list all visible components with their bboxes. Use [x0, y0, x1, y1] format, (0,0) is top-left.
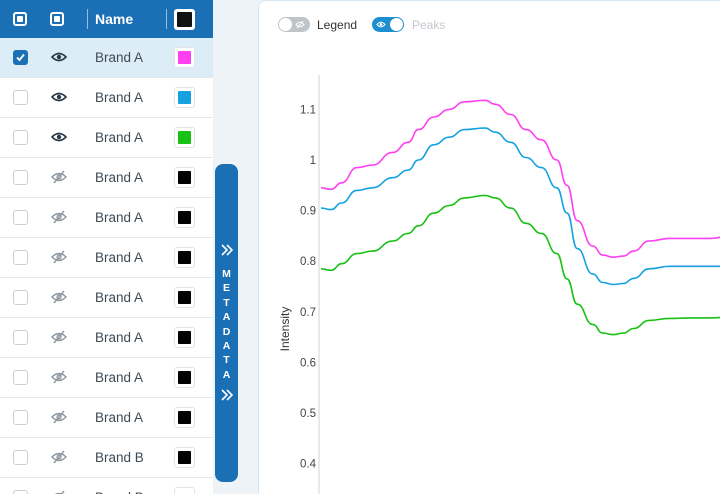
table-row[interactable]: Brand A [0, 358, 213, 398]
metadata-letter: T [223, 296, 230, 309]
y-tick-label: 0.6 [300, 357, 316, 369]
color-swatch[interactable] [174, 327, 195, 348]
table-row[interactable]: Brand A [0, 118, 213, 158]
row-name: Brand A [95, 250, 144, 265]
eye-icon [376, 21, 386, 28]
color-swatch[interactable] [174, 287, 195, 308]
table-row[interactable]: Brand A [0, 38, 213, 78]
row-checkbox[interactable] [13, 490, 28, 494]
row-checkbox[interactable] [13, 290, 28, 305]
y-tick-label: 1.1 [300, 104, 316, 116]
row-name: Brand A [95, 130, 144, 145]
color-swatch[interactable] [174, 207, 195, 228]
legend-toggle[interactable] [278, 17, 310, 32]
color-swatch[interactable] [174, 367, 195, 388]
row-name: Brand A [95, 90, 144, 105]
color-swatch[interactable] [174, 167, 195, 188]
column-divider [166, 9, 167, 29]
row-checkbox[interactable] [13, 50, 28, 65]
peaks-label: Peaks [412, 18, 446, 32]
series-line [320, 127, 720, 286]
series-line [320, 99, 720, 259]
y-tick-label: 0.9 [300, 206, 316, 218]
series-line [320, 194, 720, 336]
color-swatch[interactable] [174, 247, 195, 268]
row-name: Brand A [95, 50, 144, 65]
table-row[interactable]: Brand B [0, 438, 213, 478]
color-swatch[interactable] [174, 447, 195, 468]
table-header: Name [0, 0, 213, 38]
metadata-letter: D [222, 325, 231, 338]
row-checkbox[interactable] [13, 130, 28, 145]
name-column-header[interactable]: Name [95, 11, 134, 27]
row-checkbox[interactable] [13, 450, 28, 465]
table-row[interactable]: Brand A [0, 398, 213, 438]
column-divider [87, 9, 88, 29]
chart-panel: Legend Peaks 1.1 1 0.9 0.8 0.7 0.6 0.5 0.4 Inten… [258, 0, 720, 494]
color-swatch[interactable] [174, 127, 195, 148]
row-checkbox[interactable] [13, 170, 28, 185]
row-name: Brand B [95, 450, 144, 465]
double-chevron-right-icon [221, 389, 234, 401]
data-table: Name Brand A Brand A Brand A Brand A Brand A… [0, 0, 213, 494]
row-checkbox[interactable] [13, 370, 28, 385]
row-name: Brand A [95, 290, 144, 305]
y-tick-label: 1 [310, 155, 316, 167]
double-chevron-right-icon [221, 244, 234, 256]
row-name: Brand A [95, 370, 144, 385]
y-axis-label: Intensity [278, 307, 292, 352]
metadata-letter: M [222, 268, 231, 280]
table-row[interactable]: Brand A [0, 278, 213, 318]
table-row[interactable]: Brand A [0, 198, 213, 238]
row-checkbox[interactable] [13, 330, 28, 345]
metadata-letter: A [222, 311, 231, 324]
color-swatch[interactable] [174, 47, 195, 68]
row-checkbox[interactable] [13, 250, 28, 265]
table-row[interactable]: Brand B [0, 478, 213, 494]
intensity-chart: 1.1 1 0.9 0.8 0.7 0.6 0.5 0.4 Intensity [278, 75, 720, 494]
color-swatch[interactable] [174, 407, 195, 428]
metadata-letter: A [222, 368, 231, 381]
y-tick-label: 0.5 [300, 408, 316, 420]
metadata-letter: A [222, 340, 231, 353]
toggle-knob [390, 18, 403, 31]
table-row[interactable]: Brand A [0, 238, 213, 278]
table-row[interactable]: Brand A [0, 78, 213, 118]
select-all-checkbox[interactable] [13, 12, 27, 26]
toggle-knob [279, 18, 292, 31]
row-name: Brand B [95, 490, 144, 494]
metadata-letter: T [223, 354, 230, 367]
peaks-toggle[interactable] [372, 17, 404, 32]
row-name: Brand A [95, 410, 144, 425]
color-column-header[interactable] [174, 9, 195, 30]
row-checkbox[interactable] [13, 210, 28, 225]
toggle-all-visibility[interactable] [50, 12, 64, 26]
eye-slash-icon [295, 20, 305, 29]
y-tick-label: 0.7 [300, 307, 316, 319]
color-swatch[interactable] [174, 87, 195, 108]
color-swatch[interactable] [174, 487, 195, 494]
table-row[interactable]: Brand A [0, 318, 213, 358]
y-tick-label: 0.8 [300, 256, 316, 268]
row-name: Brand A [95, 170, 144, 185]
row-name: Brand A [95, 210, 144, 225]
row-checkbox[interactable] [13, 410, 28, 425]
legend-label: Legend [317, 18, 358, 32]
y-tick-label: 0.4 [300, 459, 317, 471]
table-row[interactable]: Brand A [0, 158, 213, 198]
metadata-letter: E [222, 282, 230, 295]
row-checkbox[interactable] [13, 90, 28, 105]
row-name: Brand A [95, 330, 144, 345]
